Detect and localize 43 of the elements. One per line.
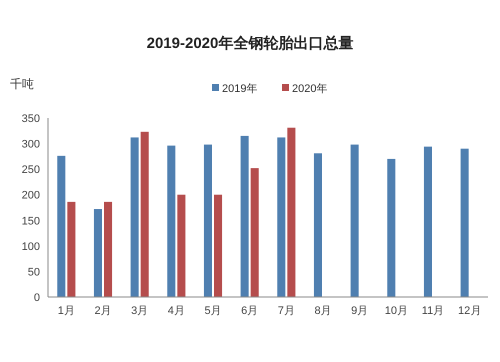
x-tick-label: 3月 (131, 305, 148, 317)
x-tick-label: 4月 (168, 305, 185, 317)
bar (424, 146, 432, 297)
y-tick-label: 100 (22, 240, 40, 253)
x-tick-label: 9月 (351, 305, 368, 317)
bar (287, 128, 296, 297)
y-tick-label: 250 (22, 164, 40, 176)
bar (350, 144, 359, 297)
y-axis-title: 千吨 (10, 77, 34, 91)
legend-label: 2020年 (292, 83, 328, 95)
bar (167, 146, 176, 297)
bar (214, 194, 222, 297)
y-tick-label: 300 (22, 138, 40, 151)
bar (240, 136, 249, 297)
bar (204, 144, 212, 297)
bar (460, 148, 469, 297)
y-tick-label: 150 (22, 215, 40, 228)
y-tick-label: 350 (22, 113, 40, 125)
bar (67, 202, 76, 297)
bar (140, 132, 149, 297)
x-tick-label: 12月 (458, 305, 482, 317)
bar (57, 156, 66, 297)
y-tick-label: 50 (28, 266, 40, 278)
bar (177, 194, 186, 297)
x-tick-label: 6月 (241, 305, 258, 317)
x-tick-label: 2月 (94, 305, 112, 317)
y-tick-label: 200 (22, 190, 40, 202)
bar (314, 153, 322, 297)
x-tick-label: 10月 (384, 305, 408, 317)
x-tick-label: 8月 (314, 305, 332, 317)
bar (104, 202, 112, 297)
legend-label: 2019年 (222, 83, 258, 95)
x-tick-label: 5月 (204, 305, 222, 317)
bar (130, 137, 139, 297)
bar (94, 209, 102, 297)
chart-title: 2019-2020年全钢轮胎出口总量 (146, 35, 354, 52)
x-tick-label: 7月 (278, 305, 295, 317)
bar (277, 137, 286, 297)
bar (250, 168, 259, 297)
x-tick-label: 11月 (422, 305, 444, 317)
x-tick-label: 1月 (58, 305, 75, 317)
y-tick-label: 0 (34, 292, 40, 304)
bar (387, 158, 396, 297)
